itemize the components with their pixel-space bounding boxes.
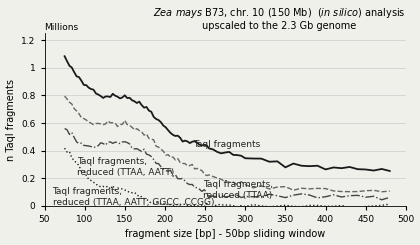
Text: Millions: Millions [45, 23, 79, 32]
Text: TaqI fragments,
reduced (TTAA, AATT): TaqI fragments, reduced (TTAA, AATT) [76, 157, 174, 177]
Y-axis label: n TaqI fragments: n TaqI fragments [5, 79, 16, 160]
X-axis label: fragment size [bp] - 50bp sliding window: fragment size [bp] - 50bp sliding window [125, 230, 326, 239]
Text: TaqI fragments: TaqI fragments [193, 140, 260, 149]
Text: $\it{Zea\ mays}$ B73, chr. 10 (150 Mb)  ($\it{in\ silico}$) analysis
upscaled to: $\it{Zea\ mays}$ B73, chr. 10 (150 Mb) (… [153, 6, 406, 31]
Text: TaqI fragments,
reduced (TTAA, AATT, GGCC, CCGG): TaqI fragments, reduced (TTAA, AATT, GGC… [52, 187, 214, 207]
Text: TaqI fragments,
reduced (TTAA): TaqI fragments, reduced (TTAA) [203, 180, 273, 200]
